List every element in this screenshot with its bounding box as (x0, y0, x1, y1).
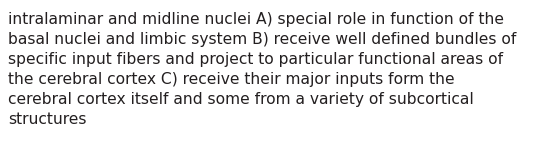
Text: intralaminar and midline nuclei A) special role in function of the
basal nuclei : intralaminar and midline nuclei A) speci… (8, 12, 517, 127)
